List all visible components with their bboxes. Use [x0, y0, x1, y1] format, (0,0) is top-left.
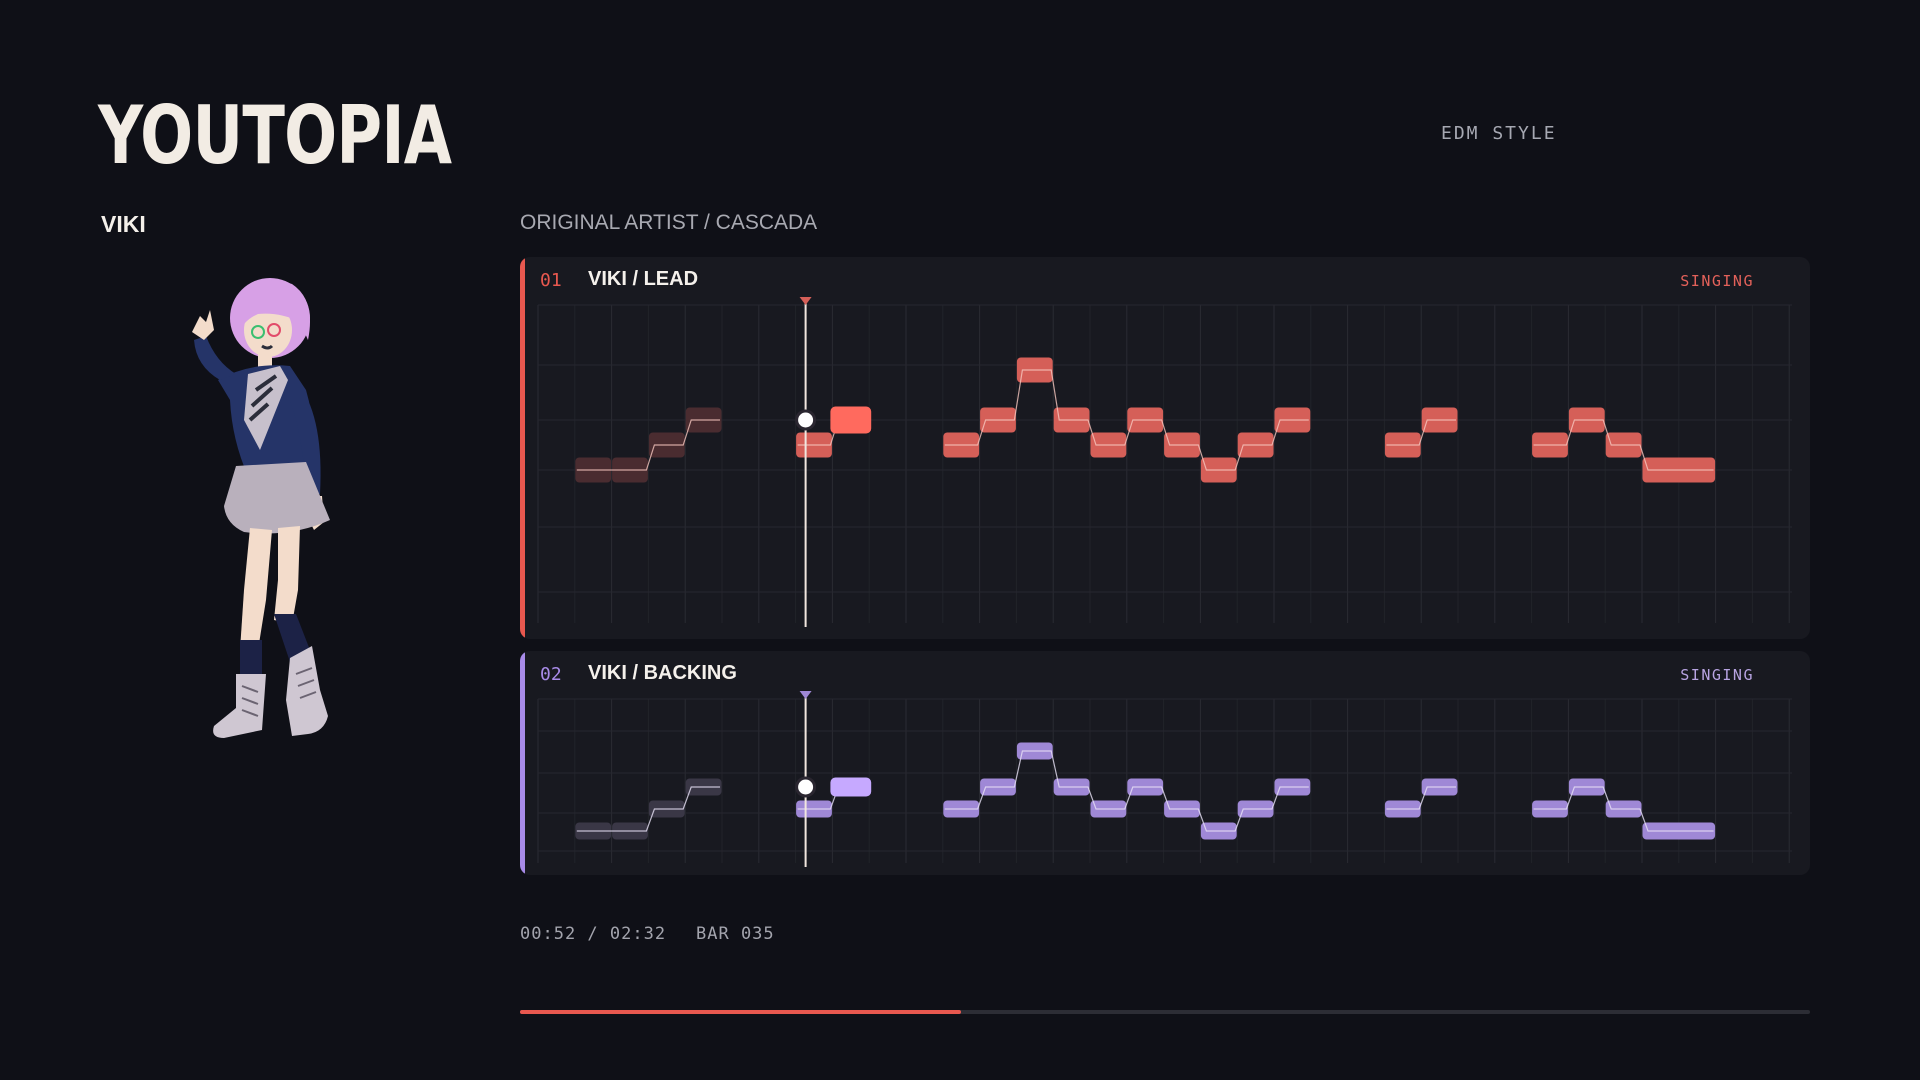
time-readout: 00:52 / 02:32 [520, 924, 667, 944]
playhead-marker-icon[interactable] [799, 297, 812, 305]
progress-fill [520, 1010, 962, 1014]
pitch-curve [576, 750, 1714, 832]
active-note-highlight [830, 406, 872, 434]
track-accent-bar [520, 651, 525, 875]
piano-roll[interactable] [520, 257, 1810, 639]
track-accent-bar [520, 257, 525, 639]
track-number: 02 [540, 664, 562, 685]
playhead-marker-icon[interactable] [799, 691, 812, 699]
progress-bar[interactable] [520, 1010, 1810, 1014]
active-note-highlight [830, 777, 872, 797]
track-status: SINGING [1680, 272, 1754, 290]
notes [575, 742, 1716, 840]
track-status: SINGING [1680, 666, 1754, 684]
track-name: VIKI / LEAD [588, 268, 699, 290]
grid [537, 698, 1792, 863]
track-lead[interactable]: 01 VIKI / LEAD SINGING [520, 257, 1810, 639]
song-title: YOUTOPIA [98, 89, 452, 182]
grid [537, 304, 1792, 623]
singer-name: VIKI [101, 211, 146, 237]
style-label: EDM STYLE [1441, 123, 1557, 144]
piano-roll[interactable] [520, 651, 1810, 875]
original-artist-label: ORIGINAL ARTIST / CASCADA [520, 211, 818, 234]
bar-readout: BAR 035 [696, 924, 775, 944]
track-backing[interactable]: 02 VIKI / BACKING SINGING [520, 651, 1810, 875]
track-name: VIKI / BACKING [588, 662, 737, 684]
playhead-knob[interactable] [795, 776, 817, 798]
playhead-knob[interactable] [795, 409, 817, 431]
character-illustration [192, 278, 330, 738]
track-number: 01 [540, 270, 562, 291]
